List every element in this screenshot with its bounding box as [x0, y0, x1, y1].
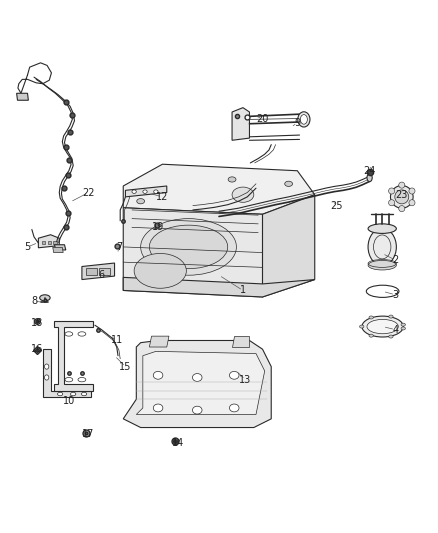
Ellipse shape [141, 219, 237, 275]
Ellipse shape [230, 372, 239, 379]
Ellipse shape [134, 254, 186, 288]
Ellipse shape [65, 377, 73, 382]
Bar [53, 241, 57, 244]
Text: 5: 5 [25, 242, 31, 252]
Ellipse shape [368, 229, 396, 265]
Text: 15: 15 [119, 361, 131, 372]
Polygon shape [232, 108, 250, 140]
Ellipse shape [137, 199, 145, 204]
Polygon shape [149, 336, 169, 347]
Ellipse shape [65, 332, 73, 336]
Text: 12: 12 [156, 192, 169, 202]
Text: 25: 25 [330, 200, 343, 211]
Polygon shape [123, 208, 262, 297]
Polygon shape [123, 164, 315, 214]
Ellipse shape [132, 190, 136, 193]
Ellipse shape [401, 323, 406, 326]
Ellipse shape [154, 190, 158, 193]
Ellipse shape [40, 295, 50, 301]
Polygon shape [232, 336, 250, 347]
Ellipse shape [143, 190, 147, 193]
Ellipse shape [369, 334, 373, 337]
Ellipse shape [389, 315, 393, 318]
Text: 1: 1 [240, 286, 246, 295]
Ellipse shape [389, 335, 393, 338]
Text: 19: 19 [152, 222, 164, 232]
Ellipse shape [399, 206, 405, 212]
Ellipse shape [409, 188, 415, 194]
Text: 8: 8 [31, 296, 37, 306]
Text: 11: 11 [111, 335, 123, 345]
Polygon shape [39, 235, 59, 248]
Text: 3: 3 [392, 290, 398, 300]
Polygon shape [123, 341, 271, 427]
Text: 10: 10 [63, 397, 75, 407]
Text: 13: 13 [239, 375, 251, 385]
Ellipse shape [230, 404, 239, 412]
Ellipse shape [78, 377, 86, 382]
Text: 18: 18 [32, 318, 44, 328]
Ellipse shape [71, 392, 76, 396]
Text: 4: 4 [392, 325, 398, 335]
Text: 22: 22 [82, 188, 95, 198]
Text: 16: 16 [32, 344, 44, 354]
Polygon shape [53, 247, 63, 253]
Text: 23: 23 [396, 190, 408, 200]
Polygon shape [82, 263, 115, 279]
Ellipse shape [228, 177, 236, 182]
Ellipse shape [389, 200, 395, 206]
Ellipse shape [409, 200, 415, 206]
Ellipse shape [300, 115, 307, 124]
Polygon shape [125, 186, 167, 197]
Bar [47, 241, 51, 244]
Polygon shape [17, 93, 28, 100]
Text: 17: 17 [82, 429, 95, 439]
Ellipse shape [45, 375, 49, 380]
Text: 24: 24 [363, 166, 375, 176]
Ellipse shape [395, 190, 409, 204]
Ellipse shape [362, 316, 403, 337]
Ellipse shape [391, 185, 413, 208]
Polygon shape [54, 245, 66, 250]
Ellipse shape [285, 181, 293, 187]
Ellipse shape [153, 372, 163, 379]
Polygon shape [123, 277, 315, 297]
Ellipse shape [389, 188, 395, 194]
Ellipse shape [360, 325, 364, 328]
Ellipse shape [298, 112, 310, 127]
Text: 2: 2 [392, 255, 399, 265]
Ellipse shape [232, 187, 254, 203]
Ellipse shape [367, 174, 372, 182]
Ellipse shape [369, 316, 373, 319]
Ellipse shape [78, 332, 86, 336]
Ellipse shape [81, 392, 87, 396]
Polygon shape [53, 321, 93, 391]
Ellipse shape [192, 374, 202, 382]
Ellipse shape [45, 364, 49, 369]
Bar [99, 268, 110, 275]
Ellipse shape [401, 327, 406, 330]
Bar [42, 241, 46, 244]
Ellipse shape [368, 261, 396, 270]
Ellipse shape [149, 225, 228, 269]
Ellipse shape [57, 392, 63, 396]
Text: 9: 9 [294, 118, 300, 128]
Ellipse shape [192, 406, 202, 414]
Text: 20: 20 [256, 114, 268, 124]
Text: 14: 14 [172, 438, 184, 448]
Ellipse shape [367, 319, 398, 334]
Polygon shape [262, 195, 315, 297]
Text: 6: 6 [99, 270, 105, 280]
Polygon shape [43, 349, 91, 397]
Polygon shape [136, 351, 265, 415]
Bar [86, 268, 97, 275]
Ellipse shape [153, 404, 163, 412]
Text: 7: 7 [116, 242, 122, 252]
Ellipse shape [399, 182, 405, 188]
Ellipse shape [368, 224, 396, 233]
